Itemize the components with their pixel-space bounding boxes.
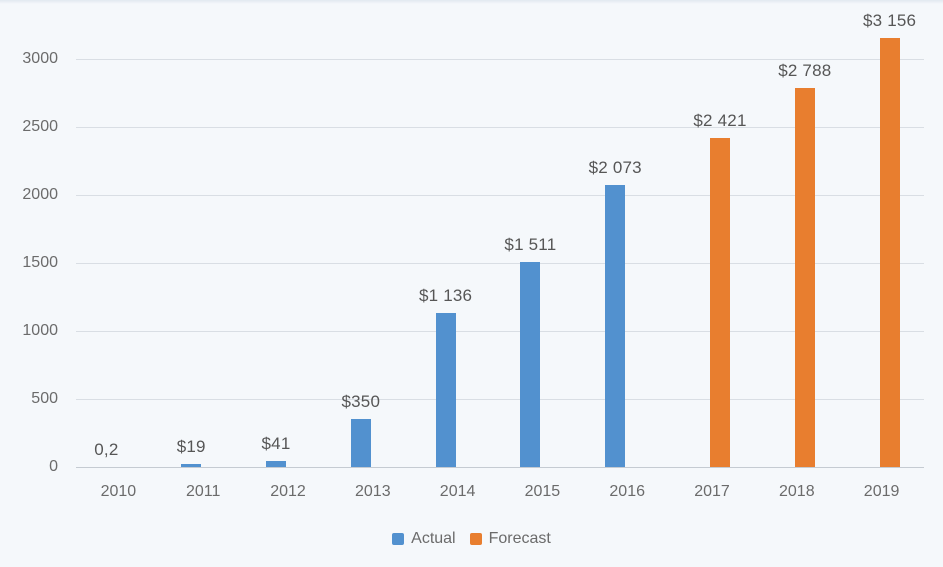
data-label-2011: $19 [176,437,206,457]
legend-label-actual: Actual [411,530,456,547]
y-tick-label: 1500 [22,254,58,271]
data-label-2018: $2 788 [778,60,832,80]
x-axis-line [76,467,924,468]
bar-2011-actual[interactable] [181,464,202,467]
gridline [76,263,924,264]
bar-2018-forecast[interactable] [794,87,815,467]
bar-2017-forecast[interactable] [710,137,730,467]
data-label-2014: $1 136 [418,285,473,305]
x-tick-label: 2012 [270,483,306,500]
x-tick-label: 2011 [185,483,221,500]
data-label-2012: $41 [261,434,291,454]
y-tick-label: 2500 [22,118,58,135]
y-tick-label: 500 [31,390,58,407]
y-tick-label: 1000 [22,322,58,339]
bar-2019-forecast[interactable] [879,37,900,467]
gridline [76,59,924,60]
gridline [76,195,924,196]
data-label-2019: $3 156 [862,10,917,30]
x-tick-label: 2019 [863,483,900,500]
gridline [76,127,924,128]
data-label-2013: $350 [341,392,381,412]
data-label-2010: 0,2 [94,440,119,459]
x-tick-label: 2015 [524,483,561,500]
y-tick-label: 2000 [22,186,58,203]
data-label-2015: $1 511 [504,234,557,254]
x-tick-label: 2016 [609,483,645,500]
gridline [76,331,924,332]
legend-item-forecast[interactable]: Forecast [469,530,551,548]
gridline [76,399,924,400]
chart-legend: Actual Forecast [0,528,943,550]
x-tick-label: 2010 [100,483,137,500]
actual-series-swatch-icon [392,533,405,545]
bar-2012-actual[interactable] [266,461,286,467]
bar-2015-actual[interactable] [520,261,541,467]
legend-label-forecast: Forecast [488,530,551,547]
y-tick-label: 0 [49,458,58,475]
x-tick-label: 2018 [779,483,815,500]
bar-2016-actual[interactable] [605,185,626,467]
x-tick-label: 2017 [694,483,730,500]
bar-2014-actual[interactable] [435,312,456,467]
legend-item-actual[interactable]: Actual [392,530,456,548]
data-label-2017: $2 421 [693,110,747,130]
forecast-series-swatch-icon [469,533,482,545]
x-tick-label: 2013 [355,483,391,500]
bar-2013-actual[interactable] [350,419,371,467]
x-tick-label: 2014 [439,483,476,500]
data-label-2016: $2 073 [588,158,642,178]
y-tick-label: 3000 [22,50,58,67]
